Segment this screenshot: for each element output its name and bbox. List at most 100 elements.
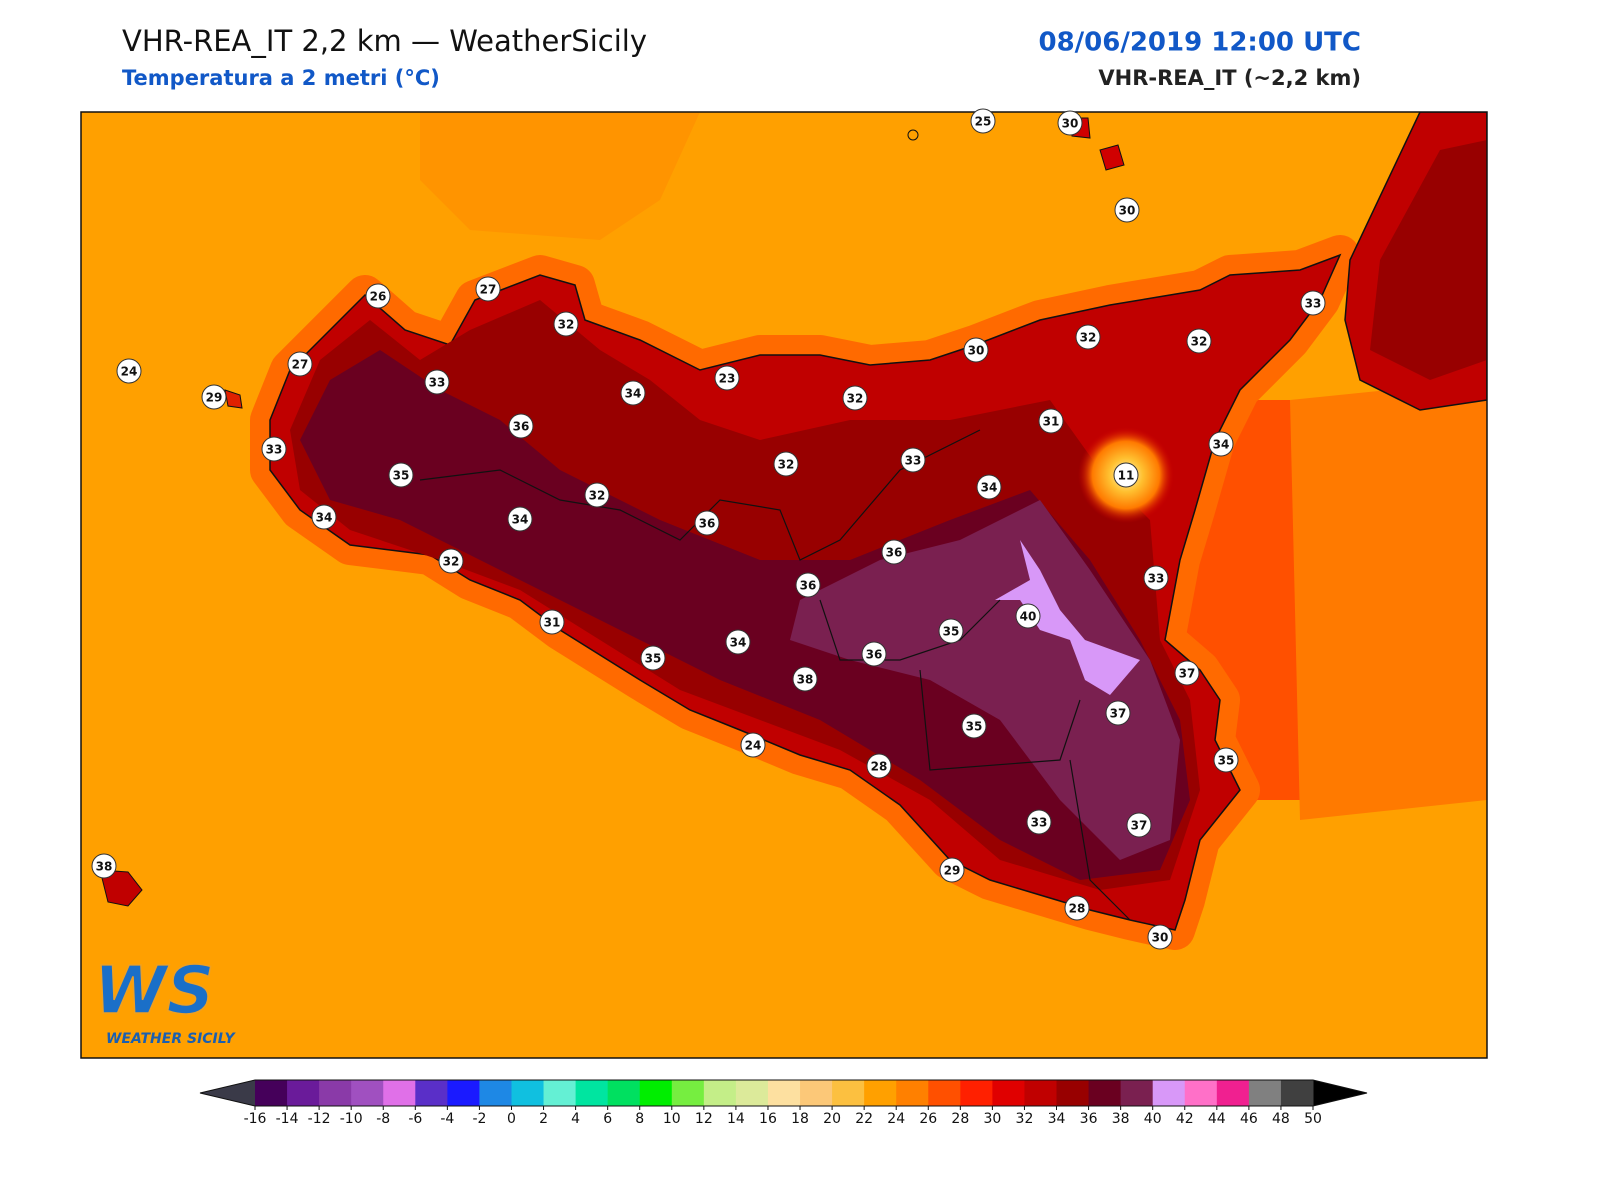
station-value: 40 <box>1020 610 1037 624</box>
station-marker <box>287 351 313 377</box>
station: 36 <box>881 539 907 565</box>
station: 37 <box>1126 812 1152 838</box>
station-value: 26 <box>370 290 387 304</box>
station-marker <box>900 447 926 473</box>
colorbar-bin <box>383 1080 416 1106</box>
station-marker <box>714 365 740 391</box>
station: 35 <box>640 645 666 671</box>
colorbar-bin <box>832 1080 865 1106</box>
station-marker <box>842 385 868 411</box>
station-marker <box>1300 290 1326 316</box>
colorbar-tick-label: 4 <box>571 1111 580 1127</box>
station-value: 35 <box>1218 754 1235 768</box>
logo: WS WEATHER SICILY <box>93 951 236 1047</box>
colorbar-bin <box>703 1080 737 1106</box>
station-marker <box>1075 324 1101 350</box>
colorbar-tick-label: 36 <box>1080 1111 1098 1127</box>
colorbar-tick-label: 18 <box>791 1111 809 1127</box>
station-value: 38 <box>96 860 113 874</box>
station: 29 <box>201 384 227 410</box>
colorbar-tick-label: 12 <box>695 1111 713 1127</box>
warm-sea <box>420 112 700 240</box>
colorbar-bin <box>1216 1080 1250 1106</box>
station-marker <box>1186 328 1212 354</box>
station: 27 <box>287 351 313 377</box>
model-name: VHR-REA_IT (~2,2 km) <box>1098 66 1361 90</box>
valid-time: 08/06/2019 12:00 UTC <box>1038 28 1361 58</box>
station-value: 30 <box>968 344 985 358</box>
station-marker <box>507 506 533 532</box>
colorbar-tick-label: 40 <box>1144 1111 1162 1127</box>
colorbar-tick-label: 48 <box>1272 1111 1290 1127</box>
station-value: 33 <box>1148 572 1165 586</box>
station: 23 <box>714 365 740 391</box>
station: 34 <box>725 629 751 655</box>
station-value: 32 <box>589 489 606 503</box>
station: 37 <box>1105 700 1131 726</box>
colorbar-tick-label: 24 <box>887 1111 905 1127</box>
station-value: 32 <box>847 392 864 406</box>
ionian-sea <box>1290 380 1487 820</box>
colorbar-bin <box>896 1080 929 1106</box>
colorbar-bin <box>1152 1080 1186 1106</box>
station-marker <box>261 436 287 462</box>
colorbar-tick-label: 6 <box>603 1111 612 1127</box>
subtitle: Temperatura a 2 metri (°C) <box>122 66 440 90</box>
station-value: 37 <box>1179 667 1196 681</box>
calabria-hot <box>1370 140 1487 380</box>
station: 35 <box>1213 747 1239 773</box>
station: 35 <box>388 462 414 488</box>
colorbar-bin <box>351 1080 384 1106</box>
station-marker <box>795 572 821 598</box>
colorbar-tick-label: 10 <box>663 1111 681 1127</box>
station-marker <box>1038 408 1064 434</box>
colorbar-tick-label: 50 <box>1304 1111 1322 1127</box>
station: 27 <box>475 276 501 302</box>
station-marker <box>1208 431 1234 457</box>
station-marker <box>1105 700 1131 726</box>
station-marker <box>1174 660 1200 686</box>
station-marker <box>938 618 964 644</box>
island <box>907 129 919 141</box>
station-value: 33 <box>905 454 922 468</box>
colorbar-bin <box>479 1080 512 1106</box>
colorbar-bin <box>735 1080 769 1106</box>
colorbar-tick-label: 46 <box>1240 1111 1258 1127</box>
station-value: 34 <box>1213 438 1230 452</box>
station: 33 <box>261 436 287 462</box>
station-value: 36 <box>866 648 883 662</box>
colorbar-tick-label: 44 <box>1208 1111 1226 1127</box>
colorbar-bin <box>511 1080 545 1106</box>
station-marker <box>1057 110 1083 136</box>
colorbar-tick-label: 2 <box>539 1111 548 1127</box>
station: 37 <box>1174 660 1200 686</box>
station-value: 35 <box>645 652 662 666</box>
station-marker <box>1064 895 1090 921</box>
station-value: 34 <box>512 513 529 527</box>
station: 33 <box>424 369 450 395</box>
station-marker <box>1026 809 1052 835</box>
station: 24 <box>116 358 142 384</box>
station: 11 <box>1113 462 1139 488</box>
colorbar-over <box>1313 1080 1367 1106</box>
station: 32 <box>1186 328 1212 354</box>
colorbar-bin <box>575 1080 609 1106</box>
station-value: 32 <box>778 458 795 472</box>
station-marker <box>620 380 646 406</box>
station: 25 <box>970 108 996 134</box>
map <box>81 112 1487 1058</box>
station-value: 36 <box>699 517 716 531</box>
station-value: 34 <box>981 481 998 495</box>
colorbar-bin <box>960 1080 993 1106</box>
station-marker <box>438 548 464 574</box>
station: 33 <box>900 447 926 473</box>
colorbar-tick-label: 14 <box>727 1111 745 1127</box>
station: 32 <box>438 548 464 574</box>
colorbar-tick-label: -10 <box>340 1111 363 1127</box>
station-marker <box>976 474 1002 500</box>
colorbar-bin <box>639 1080 673 1106</box>
colorbar-bin <box>1056 1080 1090 1106</box>
station: 36 <box>694 510 720 536</box>
province-borders <box>419 429 1131 921</box>
colorbar: -16 -14 -12 -10 -8 -6 -4 -2 0 2 4 6 8 10 12 14 16 18 20 22 2… <box>199 1079 1368 1127</box>
